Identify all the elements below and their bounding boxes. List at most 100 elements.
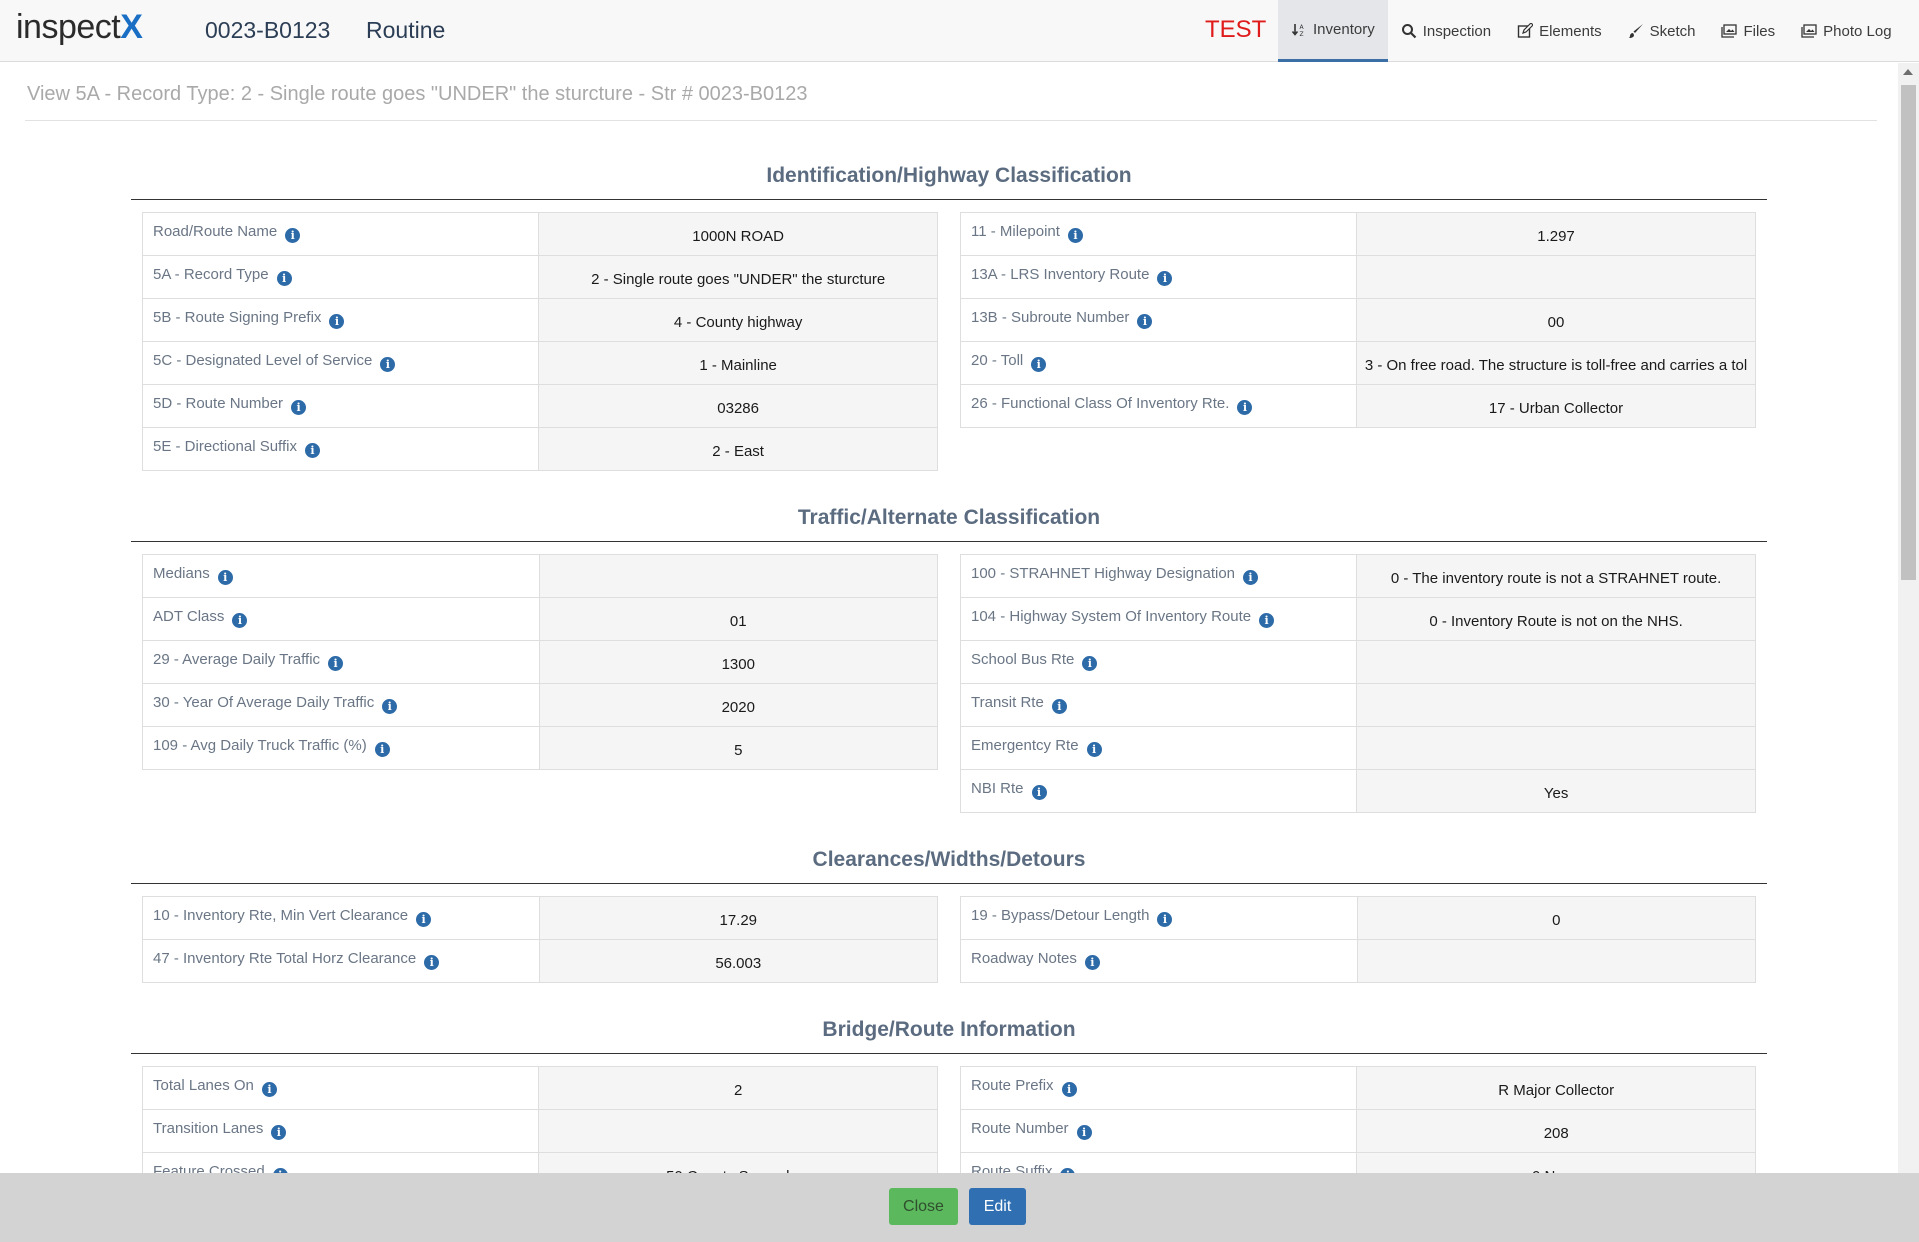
field-row: Emergentcy Rte i [959, 726, 1756, 770]
info-icon[interactable]: i [1086, 742, 1102, 757]
field-label: Transition Lanes [153, 1120, 264, 1137]
info-icon[interactable]: i [291, 400, 307, 415]
info-icon[interactable]: i [1061, 1082, 1077, 1097]
field-value: 2 [538, 1066, 938, 1110]
info-icon[interactable]: i [1031, 357, 1047, 372]
section-title-bridge-route: Bridge/Route Information [822, 1018, 1076, 1041]
info-icon[interactable]: i [261, 1082, 277, 1097]
field-value: 50 County Secondary [538, 1152, 938, 1173]
field-label-cell: 5E - Directional Suffix i [141, 427, 540, 471]
info-icon[interactable]: i [1082, 656, 1098, 671]
field-label: 47 - Inventory Rte Total Horz Clearance [153, 950, 417, 967]
info-icon[interactable]: i [1067, 228, 1083, 243]
field-label-cell: 13B - Subroute Number i [959, 298, 1358, 342]
section-divider [131, 199, 1767, 200]
field-label: 11 - Milepoint [971, 223, 1060, 240]
info-icon[interactable]: i [1137, 314, 1153, 329]
field-label-cell: Emergentcy Rte i [959, 726, 1358, 770]
info-icon[interactable]: i [1259, 613, 1275, 628]
info-icon[interactable]: i [1076, 1125, 1092, 1140]
info-icon[interactable]: i [285, 228, 301, 243]
section-divider [131, 1053, 1767, 1054]
field-value: 208 [1356, 1109, 1756, 1153]
field-value: 4 - County highway [538, 298, 938, 342]
images-icon [1721, 24, 1738, 38]
field-value: 01 [538, 597, 939, 641]
field-value [1356, 726, 1756, 770]
field-value: 00 [1356, 298, 1756, 342]
section-divider [131, 541, 1767, 542]
scroll-thumb[interactable] [1901, 85, 1916, 580]
view-title: View 5A - Record Type: 2 - Single route … [27, 83, 808, 105]
scroll-up-arrow-icon[interactable] [1903, 69, 1913, 75]
bridge-route-right-table: Route Prefix i R Major Collector Route Numb… [959, 1066, 1756, 1173]
info-icon[interactable]: i [276, 271, 292, 286]
app-logo[interactable]: inspectX [16, 8, 143, 47]
field-label-cell: 19 - Bypass/Detour Length i [960, 896, 1358, 940]
field-label: NBI Rte [971, 780, 1024, 797]
top-navbar: inspectX 0023-B0123 Routine TEST A Z Inv… [0, 0, 1919, 62]
tab-sketch[interactable]: Sketch [1615, 0, 1709, 62]
field-row: 100 - STRAHNET Highway Designation i 0 - T… [959, 554, 1756, 598]
field-label: Route Suffix [971, 1163, 1053, 1173]
field-row: 5C - Designated Level of Service i 1 - Mai… [141, 341, 938, 385]
edit-button[interactable]: Edit [969, 1188, 1026, 1225]
field-row: 13B - Subroute Number i 00 [959, 298, 1756, 342]
close-button[interactable]: Close [889, 1188, 958, 1225]
field-value [1356, 683, 1756, 727]
field-label: 5B - Route Signing Prefix [153, 309, 322, 326]
field-label-cell: 13A - LRS Inventory Route i [959, 255, 1358, 299]
field-value: R Major Collector [1356, 1066, 1756, 1110]
info-icon[interactable]: i [1051, 699, 1067, 714]
info-icon[interactable]: i [380, 357, 396, 372]
info-icon[interactable]: i [1157, 271, 1173, 286]
field-value: 56.003 [538, 939, 939, 983]
info-icon[interactable]: i [1060, 1168, 1076, 1173]
field-label-cell: Medians i [142, 554, 540, 598]
tab-photo-log[interactable]: Photo Log [1788, 0, 1904, 62]
info-icon[interactable]: i [416, 912, 432, 927]
info-icon[interactable]: i [329, 314, 345, 329]
field-label: Roadway Notes [971, 950, 1077, 967]
field-label-cell: Transition Lanes i [141, 1109, 540, 1153]
section-title-clearances: Clearances/Widths/Detours [812, 848, 1086, 871]
info-icon[interactable]: i [304, 443, 320, 458]
field-label: 5A - Record Type [153, 266, 269, 283]
info-icon[interactable]: i [1157, 912, 1173, 927]
tab-inspection[interactable]: Inspection [1388, 0, 1504, 62]
field-label-cell: 100 - STRAHNET Highway Designation i [959, 554, 1358, 598]
field-value [1356, 939, 1757, 983]
field-label-cell: School Bus Rte i [959, 640, 1358, 684]
field-value: 0 - The inventory route is not a STRAHNE… [1356, 554, 1756, 598]
field-value [1356, 255, 1756, 299]
field-row: 26 - Functional Class Of Inventory Rte. i… [959, 384, 1756, 428]
tab-inventory[interactable]: A Z Inventory [1278, 0, 1388, 62]
tab-label: Files [1743, 22, 1776, 40]
field-label-cell: 30 - Year Of Average Daily Traffic i [142, 683, 540, 727]
structure-id: 0023-B0123 [205, 17, 331, 43]
field-row: 20 - Toll i 3 - On free road. The structur… [959, 341, 1756, 385]
tab-files[interactable]: Files [1708, 0, 1788, 62]
info-icon[interactable]: i [232, 613, 248, 628]
info-icon[interactable]: i [382, 699, 398, 714]
traffic-left-table: Medians i ADT Class i 01 29 - Average Daily T… [142, 554, 939, 770]
info-icon[interactable]: i [1031, 785, 1047, 800]
clearances-left-table: 10 - Inventory Rte, Min Vert Clearance i 1… [142, 896, 939, 983]
tab-elements[interactable]: Elements [1504, 0, 1615, 62]
inventory-view: View 5A - Record Type: 2 - Single route … [0, 63, 1898, 1173]
field-label: Transit Rte [971, 694, 1044, 711]
field-label: 5C - Designated Level of Service [153, 352, 373, 369]
info-icon[interactable]: i [328, 656, 344, 671]
field-label-cell: Total Lanes On i [141, 1066, 540, 1110]
info-icon[interactable]: i [217, 570, 233, 585]
info-icon[interactable]: i [271, 1125, 287, 1140]
info-icon[interactable]: i [1237, 400, 1253, 415]
info-icon[interactable]: i [272, 1168, 288, 1173]
vertical-scrollbar[interactable] [1898, 63, 1919, 1173]
info-icon[interactable]: i [424, 955, 440, 970]
info-icon[interactable]: i [1243, 570, 1259, 585]
field-label-cell: 104 - Highway System Of Inventory Route i [959, 597, 1358, 641]
info-icon[interactable]: i [374, 742, 390, 757]
brand-x: X [120, 8, 143, 46]
info-icon[interactable]: i [1084, 955, 1100, 970]
